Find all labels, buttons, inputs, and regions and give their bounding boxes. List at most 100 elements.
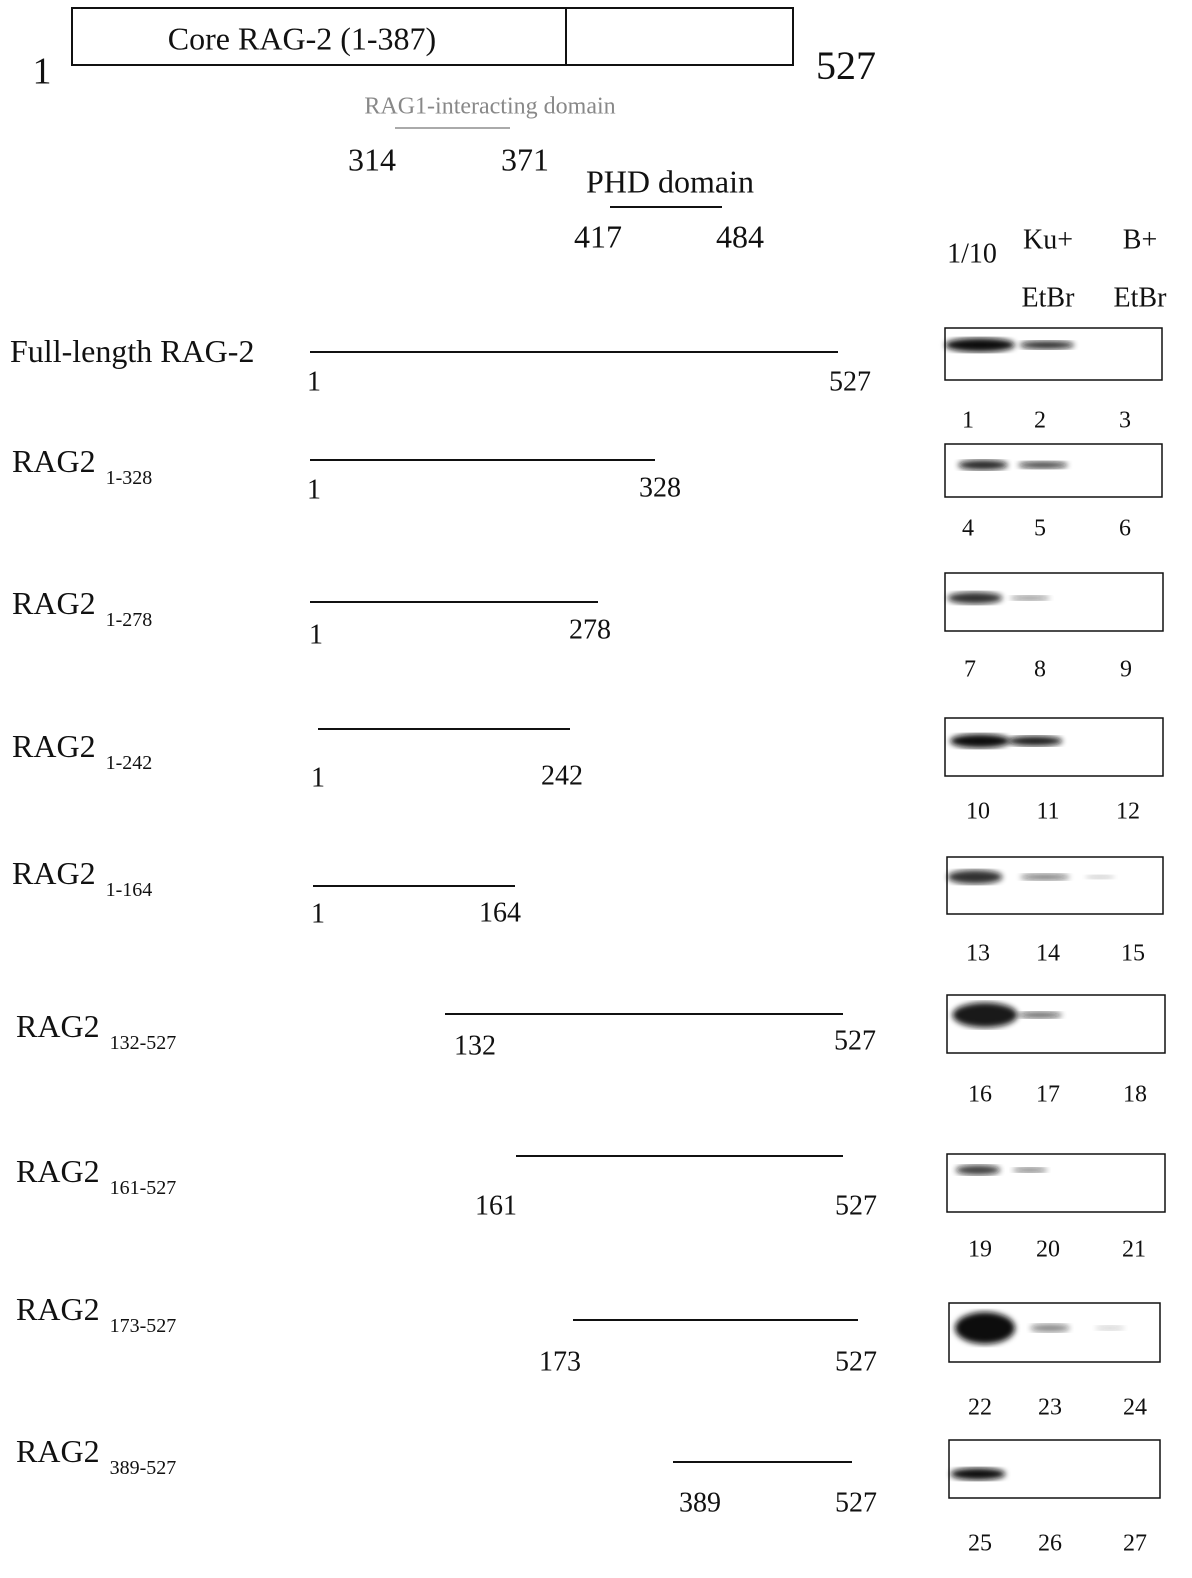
lane-number: 17 <box>1036 1082 1060 1108</box>
lane-number: 3 <box>1119 408 1131 434</box>
construct-name-text: RAG2 <box>16 1291 100 1327</box>
construct-start: 1 <box>307 366 321 397</box>
blot-band <box>1020 341 1075 349</box>
construct-range: 161-527 <box>110 1177 177 1199</box>
construct-start: 161 <box>475 1190 517 1221</box>
protein-start: 1 <box>33 51 52 93</box>
lane-header: EtBr <box>1114 282 1168 313</box>
construct-range: 1-242 <box>106 752 153 774</box>
lane-number: 7 <box>964 657 976 683</box>
blot-band <box>945 338 1015 352</box>
blot-band <box>1008 736 1063 746</box>
blot-band <box>1018 1012 1063 1018</box>
lane-number: 8 <box>1034 657 1046 683</box>
phd-label: PHD domain <box>586 163 754 199</box>
lane-number: 9 <box>1120 657 1132 683</box>
construct-range: 1-164 <box>106 879 153 901</box>
lane-number: 4 <box>962 516 974 542</box>
lane-number: 27 <box>1123 1531 1147 1557</box>
rag1-end: 371 <box>501 141 549 177</box>
construct-name: RAG2 1-164 <box>12 855 152 900</box>
construct-range: 173-527 <box>110 1315 177 1337</box>
construct-end: 527 <box>835 1190 877 1221</box>
construct-range: 1-278 <box>106 609 153 631</box>
construct-name-text: RAG2 <box>16 1153 100 1189</box>
construct-name: RAG2 1-242 <box>12 728 152 773</box>
construct-end: 527 <box>834 1025 876 1056</box>
blot-band <box>1095 1326 1125 1331</box>
lane-number: 20 <box>1036 1237 1060 1263</box>
lane-number: 13 <box>966 941 990 967</box>
lane-number: 23 <box>1038 1395 1062 1421</box>
construct-name: RAG2 389-527 <box>16 1433 176 1478</box>
construct-name: RAG2 1-328 <box>12 443 152 488</box>
blot-band <box>953 1003 1018 1028</box>
blot-box <box>947 857 1163 914</box>
blot-band <box>1020 874 1070 880</box>
construct-start: 389 <box>679 1487 721 1518</box>
blot-band <box>1018 462 1068 469</box>
lane-header: 1/10 <box>947 238 997 269</box>
construct-end: 527 <box>835 1346 877 1377</box>
protein-end: 527 <box>816 43 876 88</box>
blot-band <box>1010 596 1050 601</box>
construct-end: 527 <box>829 366 871 397</box>
blot-box <box>945 328 1162 380</box>
construct-name: RAG2 1-278 <box>12 585 152 630</box>
lane-number: 2 <box>1034 408 1046 434</box>
lane-header: EtBr <box>1022 282 1076 313</box>
construct-range: 389-527 <box>110 1457 177 1479</box>
construct-start: 1 <box>311 898 325 929</box>
blot-band <box>950 734 1010 748</box>
lane-number: 12 <box>1116 799 1140 825</box>
core-label: Core RAG-2 (1-387) <box>168 20 436 56</box>
construct-name-text: RAG2 <box>12 728 96 764</box>
construct-name-text: RAG2 <box>12 443 96 479</box>
lane-number: 6 <box>1119 516 1131 542</box>
blot-band <box>948 870 1003 884</box>
construct-name-text: Full-length RAG-2 <box>10 333 254 369</box>
blot-band <box>1030 1324 1070 1332</box>
construct-end: 278 <box>569 614 611 645</box>
lane-number: 14 <box>1036 941 1060 967</box>
figure: Core RAG-2 (1-387) 1 527 RAG1-interactin… <box>0 0 1192 1578</box>
construct-name-text: RAG2 <box>16 1433 100 1469</box>
construct-end: 527 <box>835 1487 877 1518</box>
blot-band <box>955 1312 1015 1344</box>
lane-number: 25 <box>968 1531 992 1557</box>
construct-start: 1 <box>311 762 325 793</box>
lane-header: B+ <box>1123 224 1157 255</box>
construct-start: 1 <box>307 474 321 505</box>
construct-end: 328 <box>639 472 681 503</box>
construct-name-text: RAG2 <box>12 855 96 891</box>
lane-number: 22 <box>968 1395 992 1421</box>
construct-name: Full-length RAG-2 <box>10 333 254 369</box>
construct-name: RAG2 173-527 <box>16 1291 176 1336</box>
blot-band <box>951 1468 1006 1480</box>
phd-start: 417 <box>574 218 622 254</box>
construct-start: 173 <box>539 1346 581 1377</box>
blot-box <box>945 444 1162 497</box>
lane-number: 24 <box>1123 1395 1147 1421</box>
lane-number: 16 <box>968 1082 992 1108</box>
construct-name-text: RAG2 <box>12 585 96 621</box>
lane-number: 5 <box>1034 516 1046 542</box>
lane-number: 10 <box>966 799 990 825</box>
construct-name-text: RAG2 <box>16 1008 100 1044</box>
lane-number: 11 <box>1036 799 1059 825</box>
blot-band <box>958 460 1008 470</box>
lane-number: 18 <box>1123 1082 1147 1108</box>
phd-end: 484 <box>716 218 764 254</box>
blot-box <box>947 1154 1165 1212</box>
construct-range: 1-328 <box>106 467 153 489</box>
rag1-domain-label: RAG1-interacting domain <box>364 94 615 120</box>
rag1-start: 314 <box>348 141 396 177</box>
lane-number: 15 <box>1121 941 1145 967</box>
lane-number: 1 <box>962 408 974 434</box>
lane-number: 21 <box>1122 1237 1146 1263</box>
blot-band <box>1013 1168 1048 1173</box>
construct-start: 132 <box>454 1030 496 1061</box>
lane-number: 26 <box>1038 1531 1062 1557</box>
construct-end: 242 <box>541 760 583 791</box>
